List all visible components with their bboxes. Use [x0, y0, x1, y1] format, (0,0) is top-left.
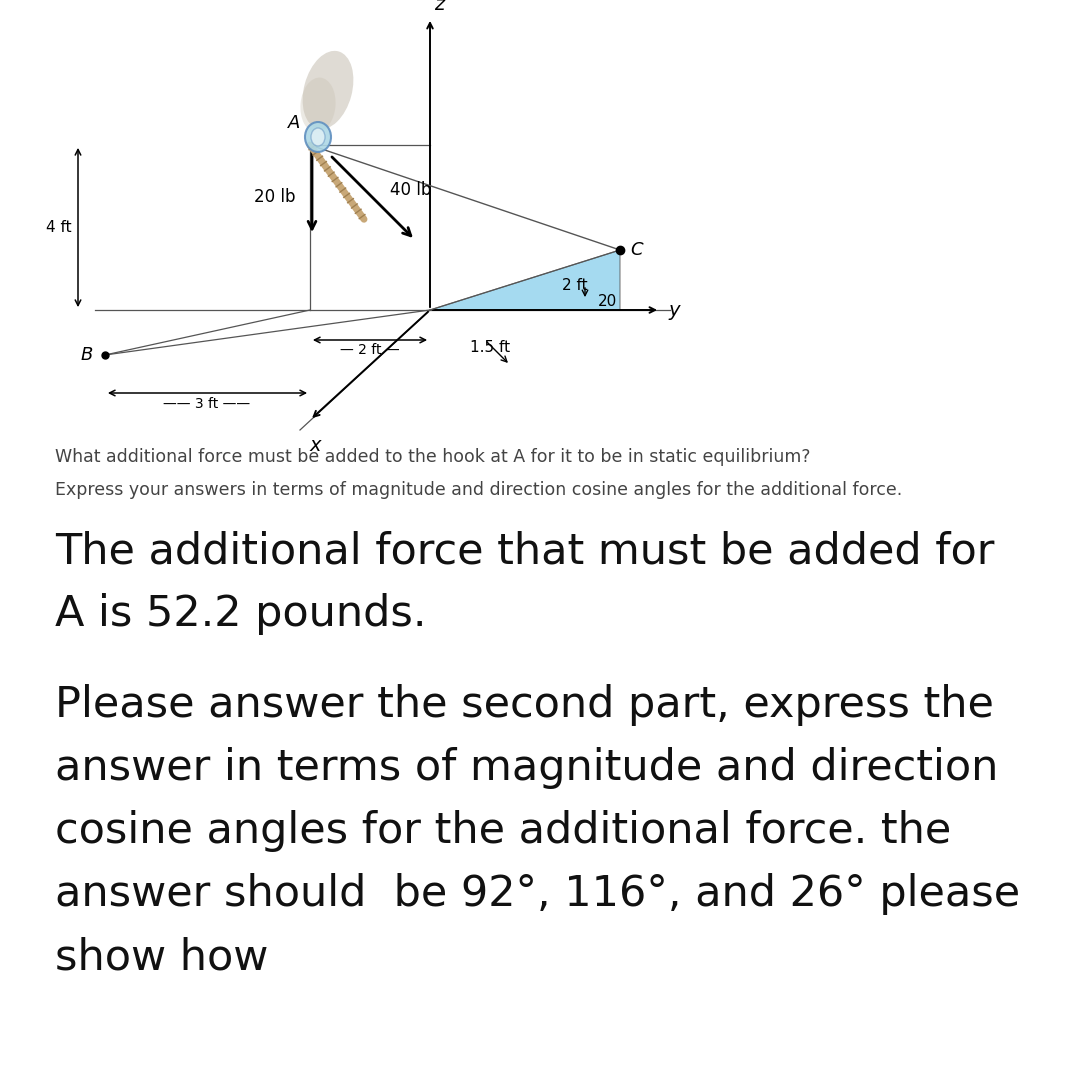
Text: C: C — [630, 241, 643, 258]
Text: — 2 ft —: — 2 ft — — [340, 342, 400, 356]
Text: 20 lb: 20 lb — [254, 188, 295, 206]
Polygon shape — [430, 250, 620, 310]
Text: The additional force that must be added for: The additional force that must be added … — [55, 530, 995, 572]
Ellipse shape — [305, 122, 330, 152]
Text: Express your answers in terms of magnitude and direction cosine angles for the a: Express your answers in terms of magnitu… — [55, 481, 902, 499]
Text: Please answer the second part, express the: Please answer the second part, express t… — [55, 684, 994, 726]
Text: 4 ft: 4 ft — [46, 220, 72, 235]
Ellipse shape — [311, 128, 325, 146]
Text: 1.5 ft: 1.5 ft — [470, 340, 510, 355]
Text: y: y — [669, 300, 679, 320]
Text: What additional force must be added to the hook at A for it to be in static equi: What additional force must be added to t… — [55, 448, 810, 466]
Text: 40 lb: 40 lb — [390, 181, 431, 199]
Text: —— 3 ft ——: —— 3 ft —— — [163, 397, 251, 411]
Text: answer should  be 92°, 116°, and 26° please: answer should be 92°, 116°, and 26° plea… — [55, 873, 1021, 915]
Text: A: A — [287, 114, 300, 132]
Text: A is 52.2 pounds.: A is 52.2 pounds. — [55, 593, 427, 635]
Text: answer in terms of magnitude and direction: answer in terms of magnitude and directi… — [55, 747, 998, 789]
Text: 2 ft: 2 ft — [563, 278, 588, 293]
Text: cosine angles for the additional force. the: cosine angles for the additional force. … — [55, 810, 951, 852]
Text: B: B — [81, 346, 93, 364]
Text: x: x — [309, 436, 321, 454]
Text: 20: 20 — [598, 294, 618, 309]
Text: z: z — [434, 0, 444, 14]
Text: show how: show how — [55, 936, 268, 978]
Ellipse shape — [302, 51, 353, 129]
Ellipse shape — [300, 78, 336, 132]
